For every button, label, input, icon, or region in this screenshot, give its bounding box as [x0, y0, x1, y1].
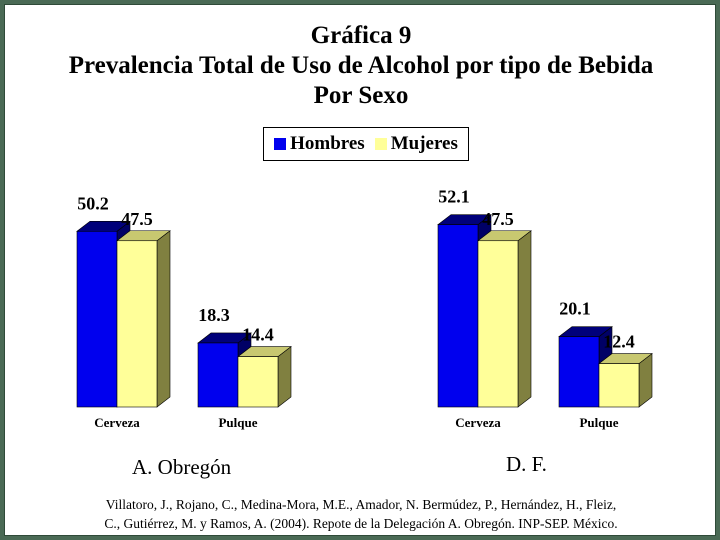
- legend-item-hombres: Hombres: [274, 133, 365, 155]
- bar-c1-cerveza-mujeres: [477, 230, 532, 408]
- bar-side-c0-cerveza-mujeres: [156, 230, 171, 408]
- legend-swatch-hombres: [274, 138, 287, 150]
- bar-front-c0-pulque-mujeres: [237, 356, 279, 408]
- legend-label-hombres: Hombres: [290, 133, 365, 154]
- bar-label-c1-cerveza-mujeres: 47.5: [482, 209, 514, 229]
- bar-c0-cerveza-mujeres: [116, 230, 171, 408]
- title-line-2: Prevalencia Total de Uso de Alcohol por …: [68, 52, 654, 79]
- bar-side-c1-cerveza-mujeres: [517, 230, 532, 408]
- bar-label-c1-cerveza-hombres: 52.1: [438, 187, 470, 207]
- bar-front-c1-cerveza-mujeres: [477, 240, 519, 408]
- bar-label-c0-cerveza-hombres: 50.2: [77, 193, 109, 213]
- legend-label-mujeres: Mujeres: [390, 133, 458, 154]
- bar-front-c1-cerveza-hombres: [437, 224, 479, 408]
- bar-side-c0-pulque-mujeres: [277, 345, 292, 408]
- bar-c0-pulque-mujeres: [237, 345, 292, 408]
- group-label-df: D. F.: [506, 452, 547, 476]
- bar-label-c0-pulque-hombres: 18.3: [198, 305, 230, 325]
- bar-c1-pulque-mujeres: [598, 352, 653, 408]
- bar-front-c1-pulque-mujeres: [598, 363, 640, 408]
- title-line-3: Por Sexo: [313, 82, 409, 109]
- legend-swatch-mujeres: [374, 138, 387, 150]
- bar-label-c1-pulque-mujeres: 12.4: [603, 332, 635, 352]
- bar-chart: 50.2 47.5 Cerveza 18.3 14.4 Pulque 52.1 47.5 Cer…: [76, 187, 653, 430]
- category-label-c1-pulque: Pulque: [579, 415, 618, 430]
- bar-label-c1-pulque-hombres: 20.1: [559, 299, 591, 319]
- bar-front-c0-cerveza-mujeres: [116, 240, 158, 408]
- category-label-c0-pulque: Pulque: [218, 415, 257, 430]
- bar-label-c0-cerveza-mujeres: 47.5: [121, 209, 153, 229]
- citation-line-1: Villatoro, J., Rojano, C., Medina-Mora, …: [105, 497, 617, 512]
- bar-label-c0-pulque-mujeres: 14.4: [242, 325, 274, 345]
- title-line-1: Gráfica 9: [310, 22, 412, 49]
- legend-item-mujeres: Mujeres: [374, 133, 458, 155]
- chart-frame: Gráfica 9 Prevalencia Total de Uso de Al…: [4, 4, 716, 536]
- bar-front-c1-pulque-hombres: [558, 336, 600, 408]
- category-label-c0-cerveza: Cerveza: [94, 415, 140, 430]
- citation: Villatoro, J., Rojano, C., Medina-Mora, …: [5, 495, 717, 533]
- legend: Hombres Mujeres: [263, 127, 469, 161]
- chart-title: Gráfica 9 Prevalencia Total de Uso de Al…: [5, 21, 717, 111]
- group-label-obregon: A. Obregón: [132, 455, 232, 479]
- category-label-c1-cerveza: Cerveza: [455, 415, 501, 430]
- bar-front-c0-pulque-hombres: [197, 342, 239, 408]
- bar-front-c0-cerveza-hombres: [76, 231, 118, 408]
- citation-line-2: C., Gutiérrez, M. y Ramos, A. (2004). Re…: [104, 516, 618, 531]
